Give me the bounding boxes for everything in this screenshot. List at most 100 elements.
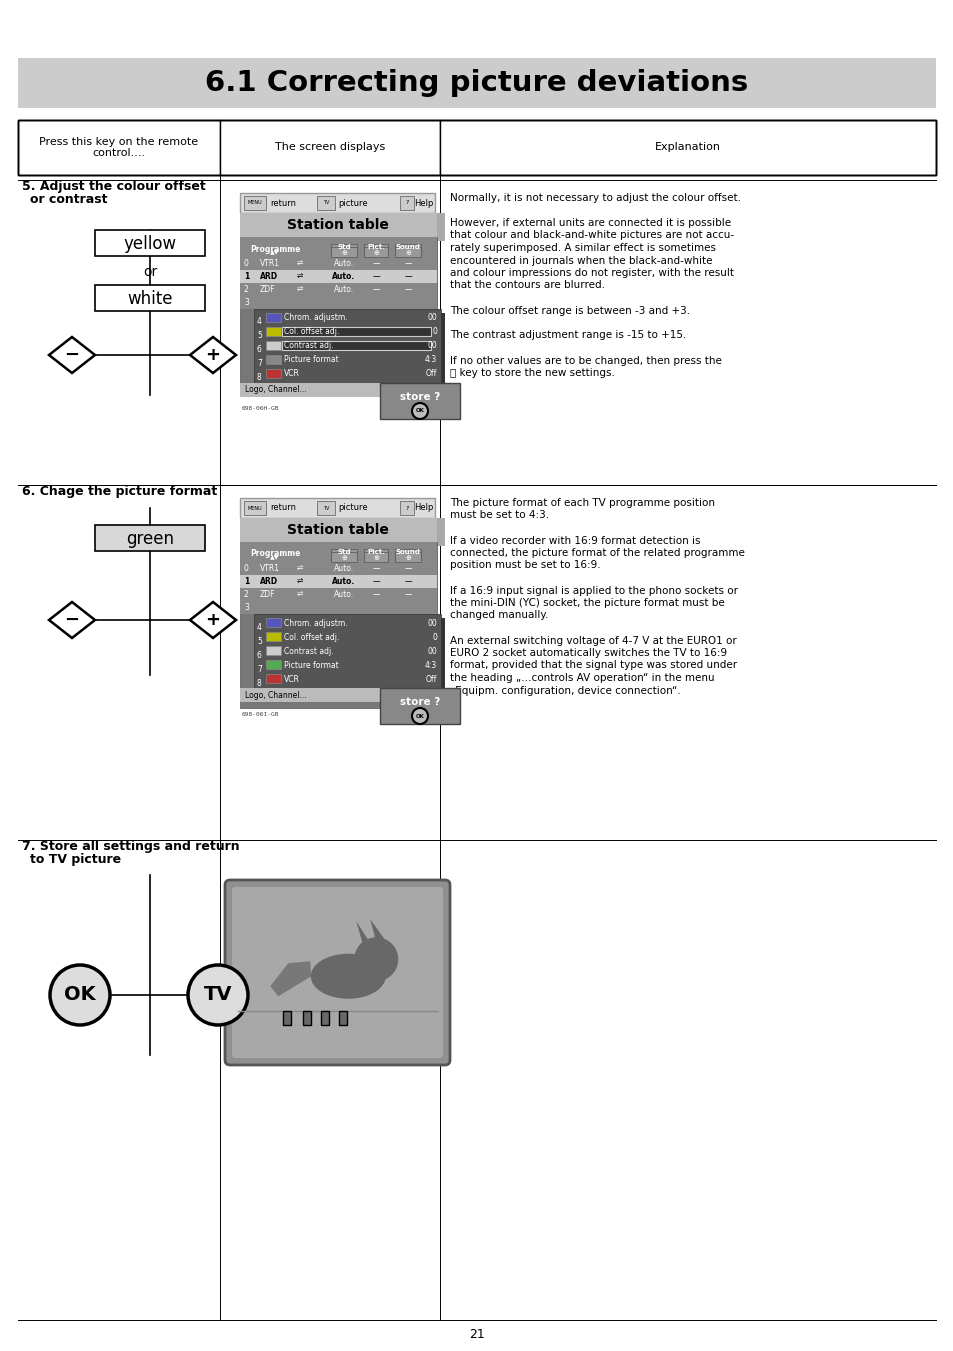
FancyBboxPatch shape — [331, 245, 356, 255]
Text: or: or — [143, 265, 157, 280]
Text: Programme: Programme — [250, 245, 300, 254]
FancyBboxPatch shape — [439, 120, 935, 176]
Text: 21: 21 — [469, 1328, 484, 1342]
FancyBboxPatch shape — [240, 517, 436, 542]
FancyBboxPatch shape — [244, 501, 266, 515]
Text: 5: 5 — [256, 331, 262, 340]
Text: 4: 4 — [256, 623, 262, 631]
Text: 6. Chage the picture format: 6. Chage the picture format — [22, 485, 217, 499]
Text: Auto.: Auto. — [332, 577, 355, 586]
FancyBboxPatch shape — [240, 588, 436, 601]
FancyBboxPatch shape — [395, 553, 420, 562]
Text: ZDF: ZDF — [260, 285, 275, 295]
FancyBboxPatch shape — [240, 193, 435, 213]
Text: An external switching voltage of 4-7 V at the EURO1 or: An external switching voltage of 4-7 V a… — [450, 635, 736, 646]
FancyBboxPatch shape — [240, 236, 436, 393]
Text: ⇌: ⇌ — [296, 563, 303, 573]
FancyBboxPatch shape — [321, 1011, 329, 1025]
Text: −: − — [65, 346, 79, 363]
FancyBboxPatch shape — [399, 501, 414, 515]
Text: or contrast: or contrast — [30, 193, 108, 205]
Text: Col. offset adj.: Col. offset adj. — [284, 327, 339, 336]
Text: TV: TV — [322, 200, 329, 205]
Text: ⊕: ⊕ — [373, 555, 378, 561]
Text: 4:3: 4:3 — [424, 355, 436, 365]
FancyBboxPatch shape — [266, 340, 281, 350]
Text: 1: 1 — [244, 577, 249, 586]
Text: OK: OK — [64, 985, 95, 1005]
Text: ?: ? — [405, 505, 408, 511]
Text: Std: Std — [336, 549, 351, 555]
Text: Contrast adj.: Contrast adj. — [284, 647, 334, 655]
Text: —: — — [372, 563, 379, 573]
FancyBboxPatch shape — [379, 382, 459, 419]
Text: The contrast adjustment range is -15 to +15.: The contrast adjustment range is -15 to … — [450, 331, 685, 340]
Text: ▲▼: ▲▼ — [270, 555, 279, 561]
FancyBboxPatch shape — [364, 247, 388, 257]
Text: white: white — [127, 290, 172, 308]
Text: return: return — [270, 199, 295, 208]
Text: ⊕: ⊕ — [373, 250, 378, 255]
Text: store ?: store ? — [399, 697, 439, 707]
Circle shape — [412, 708, 428, 724]
FancyBboxPatch shape — [331, 553, 356, 562]
Text: 2: 2 — [244, 285, 249, 295]
Polygon shape — [370, 919, 390, 950]
Text: 5. Adjust the colour offset: 5. Adjust the colour offset — [22, 180, 206, 193]
Polygon shape — [190, 336, 235, 373]
FancyBboxPatch shape — [364, 549, 388, 561]
Text: 0: 0 — [244, 563, 249, 573]
Text: VTR1: VTR1 — [260, 259, 280, 267]
Text: picture: picture — [337, 199, 367, 208]
Circle shape — [188, 965, 248, 1025]
Text: However, if external units are connected it is possible: However, if external units are connected… — [450, 218, 730, 228]
Text: 6.1 Correcting picture deviations: 6.1 Correcting picture deviations — [205, 69, 748, 97]
FancyBboxPatch shape — [395, 247, 420, 257]
FancyBboxPatch shape — [266, 661, 281, 669]
Text: Sound: Sound — [395, 549, 420, 555]
Circle shape — [50, 965, 110, 1025]
Text: position must be set to 16:9.: position must be set to 16:9. — [450, 561, 600, 570]
Text: ⊕: ⊕ — [405, 250, 411, 255]
Text: VCR: VCR — [284, 674, 299, 684]
Text: return: return — [270, 504, 295, 512]
FancyBboxPatch shape — [240, 576, 436, 588]
FancyBboxPatch shape — [331, 247, 356, 257]
Text: Logo, Channel...: Logo, Channel... — [245, 385, 306, 394]
Text: Press this key on the remote
control....: Press this key on the remote control.... — [39, 136, 198, 158]
Text: —: — — [372, 285, 379, 295]
Text: that the contours are blurred.: that the contours are blurred. — [450, 281, 604, 290]
Text: connected, the picture format of the related programme: connected, the picture format of the rel… — [450, 549, 744, 558]
Text: Help: Help — [414, 199, 433, 208]
FancyBboxPatch shape — [95, 230, 205, 255]
Text: green: green — [126, 530, 173, 549]
Text: rately superimposed. A similar effect is sometimes: rately superimposed. A similar effect is… — [450, 243, 716, 253]
Text: Programme: Programme — [250, 550, 300, 558]
Text: The picture format of each TV programme position: The picture format of each TV programme … — [450, 499, 714, 508]
Text: ⓪ key to store the new settings.: ⓪ key to store the new settings. — [450, 367, 615, 378]
FancyBboxPatch shape — [225, 880, 450, 1065]
Text: ⇌: ⇌ — [296, 272, 303, 281]
Text: to TV picture: to TV picture — [30, 852, 121, 866]
Text: ⇌: ⇌ — [296, 259, 303, 267]
FancyBboxPatch shape — [240, 688, 436, 703]
Text: Station table: Station table — [286, 218, 388, 232]
Text: ⇌: ⇌ — [296, 285, 303, 295]
FancyBboxPatch shape — [240, 601, 436, 613]
Polygon shape — [355, 921, 374, 950]
Text: store ?: store ? — [399, 392, 439, 403]
Text: Auto.: Auto. — [334, 285, 354, 295]
FancyBboxPatch shape — [246, 517, 444, 546]
Text: 7: 7 — [256, 359, 262, 369]
Text: 7: 7 — [256, 665, 262, 674]
FancyBboxPatch shape — [364, 245, 388, 255]
FancyBboxPatch shape — [266, 313, 281, 322]
Text: Sound: Sound — [395, 245, 420, 250]
Text: Pict.: Pict. — [367, 245, 385, 250]
FancyBboxPatch shape — [240, 257, 436, 270]
Text: —: — — [372, 577, 379, 586]
FancyBboxPatch shape — [316, 501, 335, 515]
FancyBboxPatch shape — [395, 549, 420, 561]
Text: —: — — [404, 563, 412, 573]
Text: Auto.: Auto. — [334, 259, 354, 267]
